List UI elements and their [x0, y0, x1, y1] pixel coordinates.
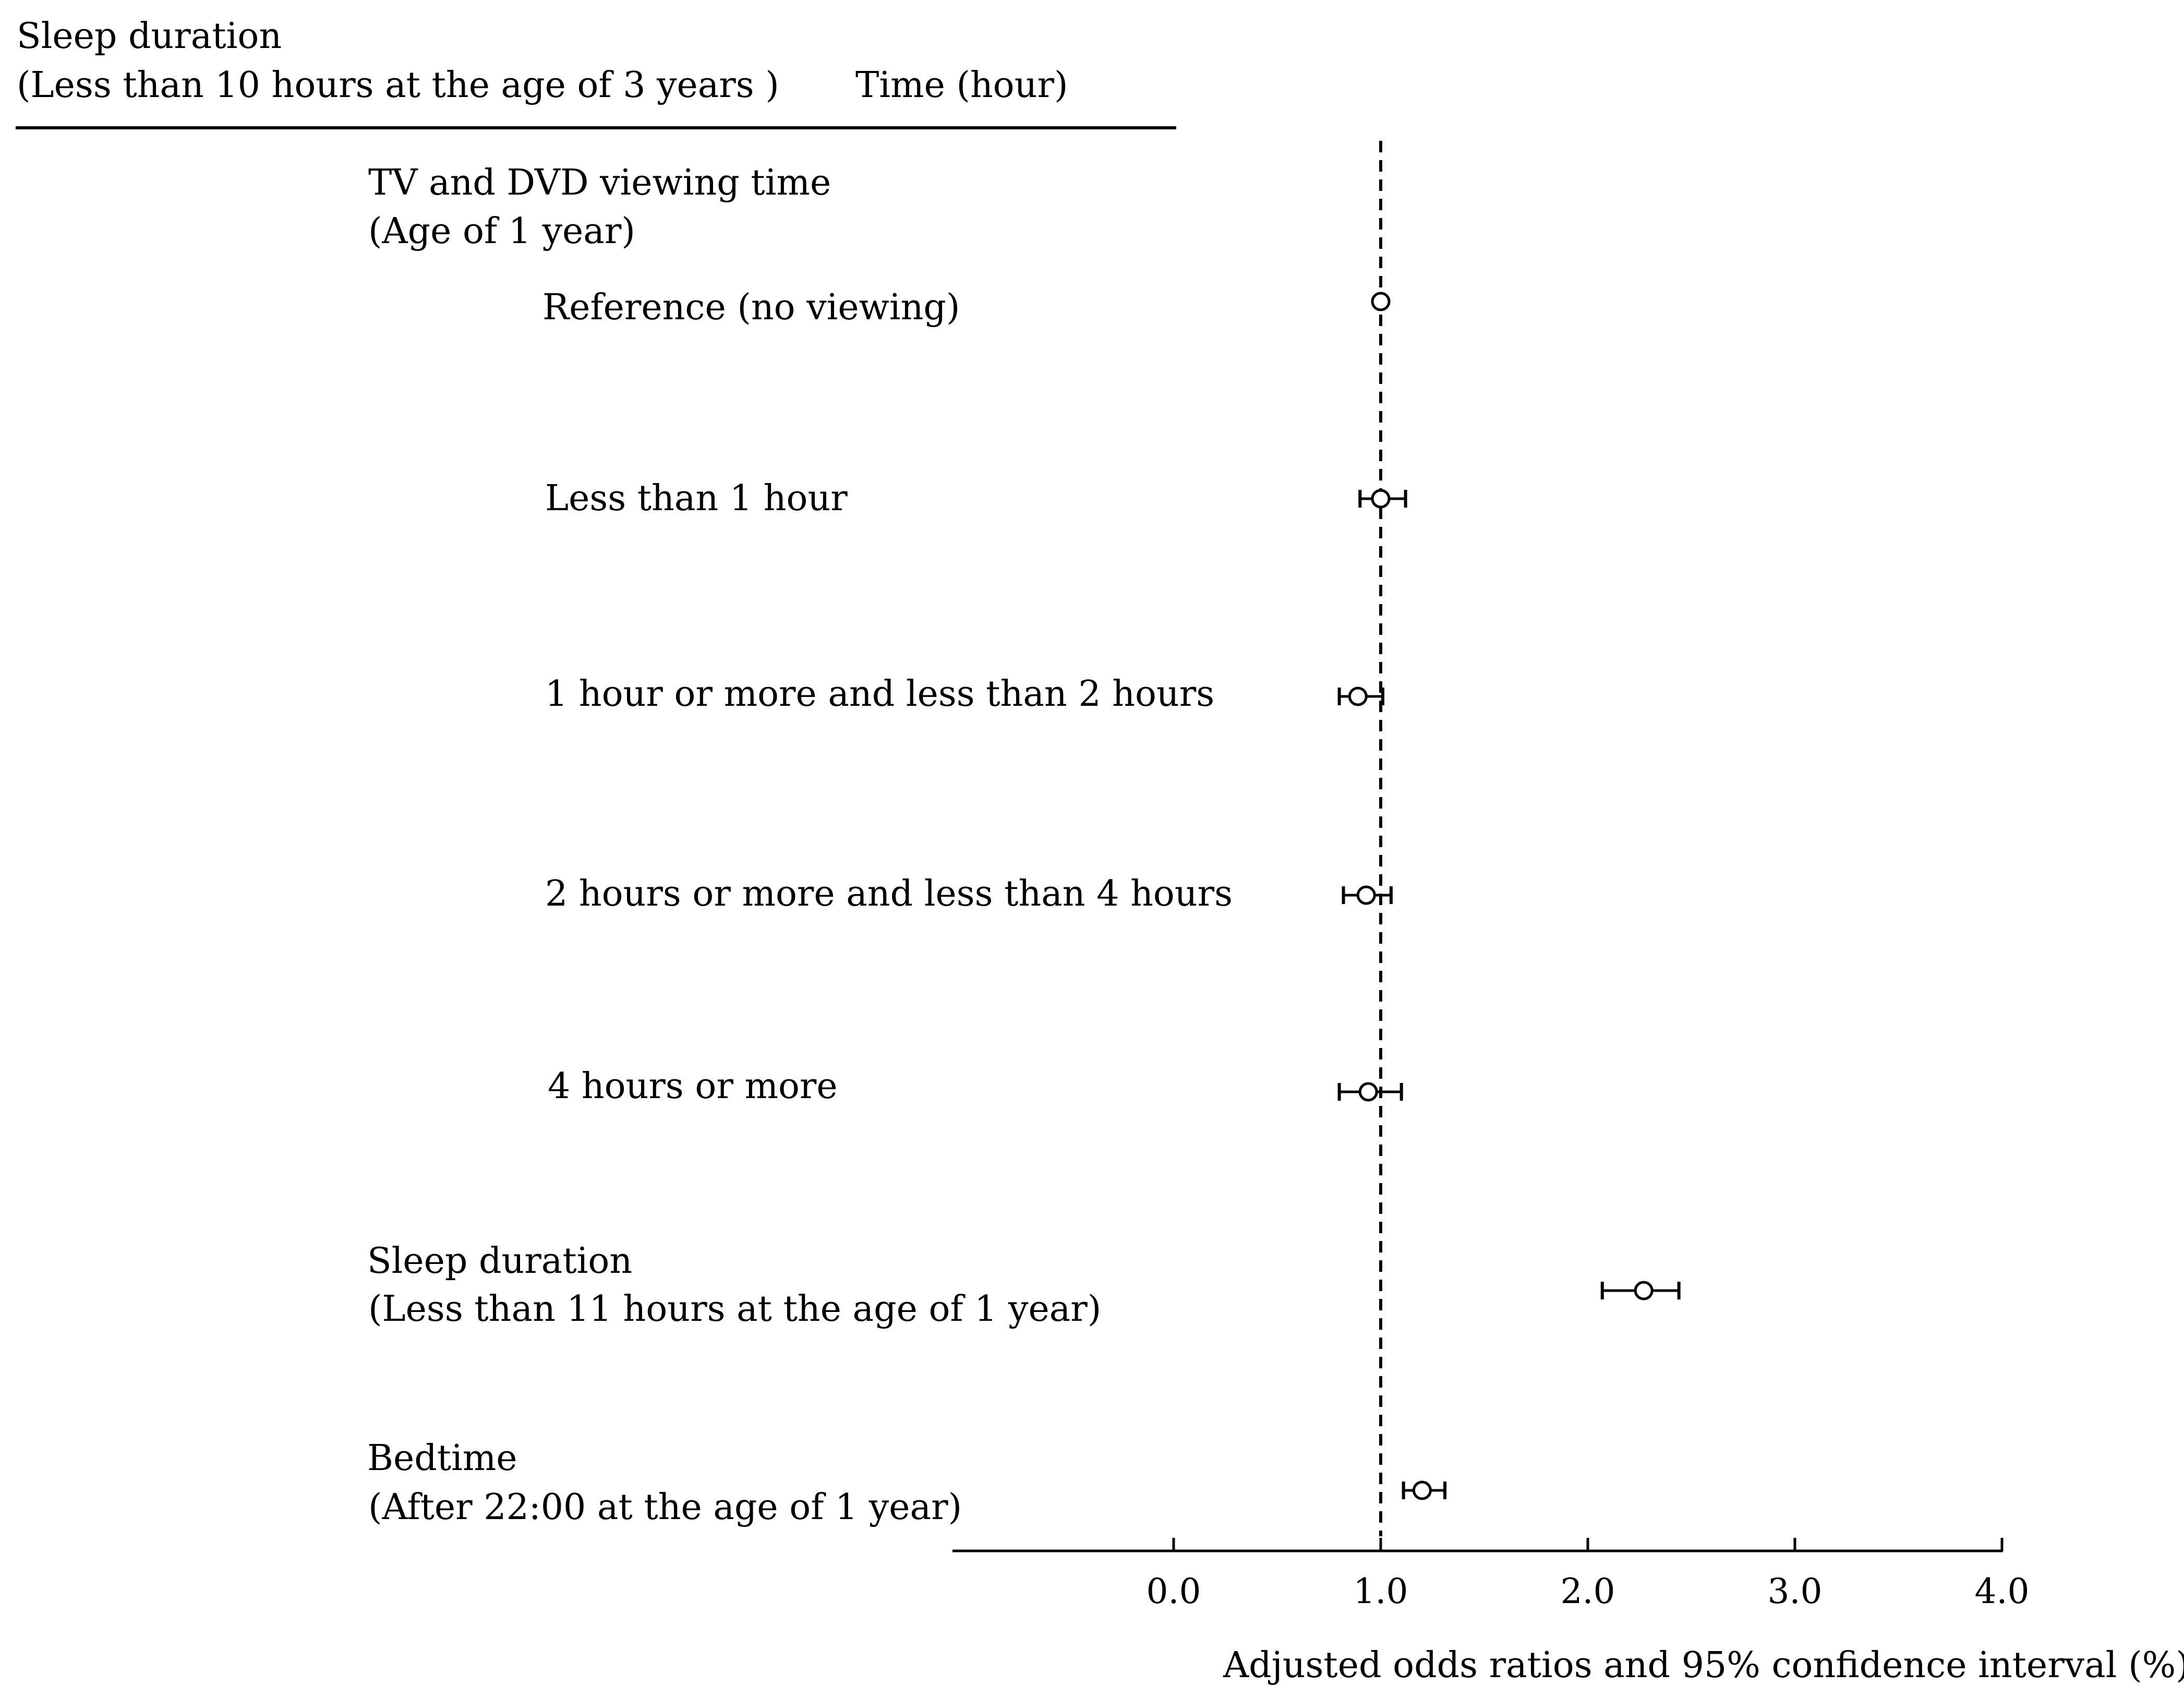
- group-sleep-line2: (Less than 11 hours at the age of 1 year…: [368, 1288, 1101, 1330]
- x-tick-label: 1.0: [1354, 1571, 1408, 1611]
- group-sleep-line1: Sleep duration: [367, 1241, 632, 1282]
- header-title-line1: Sleep duration: [17, 16, 282, 57]
- header-title-line2: (Less than 10 hours at the age of 3 year…: [17, 65, 779, 106]
- estimate-row: [1600, 1281, 1681, 1300]
- odds-ratio-point: [1358, 1082, 1378, 1102]
- x-tick-label: 0.0: [1147, 1571, 1201, 1611]
- odds-ratio-point: [1356, 885, 1376, 905]
- odds-ratio-point: [1371, 292, 1391, 311]
- row-label-less-than-1-hour: Less than 1 hour: [545, 478, 848, 519]
- x-tick-label: 3.0: [1768, 1571, 1823, 1611]
- estimate-row: [1402, 1480, 1447, 1500]
- group-bedtime-line1: Bedtime: [367, 1438, 517, 1479]
- odds-ratio-point: [1371, 489, 1391, 509]
- group-bedtime-line2: (After 22:00 at the age of 1 year): [368, 1487, 962, 1528]
- estimate-row: [1371, 292, 1391, 311]
- row-label-reference: Reference (no viewing): [542, 287, 960, 328]
- estimate-row: [1342, 885, 1393, 905]
- time-column-header: Time (hour): [855, 65, 1068, 106]
- row-label-1-to-2-hours: 1 hour or more and less than 2 hours: [545, 673, 1214, 715]
- group-tv-line1: TV and DVD viewing time: [368, 162, 831, 203]
- estimates: [1337, 292, 1681, 1500]
- x-tick-label: 4.0: [1975, 1571, 2030, 1611]
- row-label-4-hours-or-more: 4 hours or more: [548, 1066, 838, 1107]
- estimate-row: [1337, 687, 1384, 706]
- estimate-row: [1337, 1082, 1403, 1102]
- row-label-2-to-4-hours: 2 hours or more and less than 4 hours: [545, 873, 1233, 914]
- x-tick-label: 2.0: [1561, 1571, 1615, 1611]
- estimate-row: [1358, 489, 1407, 509]
- x-axis: 0.0 1.0 2.0 3.0 4.0: [952, 1538, 2029, 1611]
- x-axis-label: Adjusted odds ratios and 95% confidence …: [1223, 1645, 2184, 1686]
- odds-ratio-point: [1634, 1281, 1654, 1300]
- odds-ratio-point: [1412, 1480, 1432, 1500]
- odds-ratio-point: [1348, 687, 1368, 706]
- group-tv-line2: (Age of 1 year): [368, 211, 635, 252]
